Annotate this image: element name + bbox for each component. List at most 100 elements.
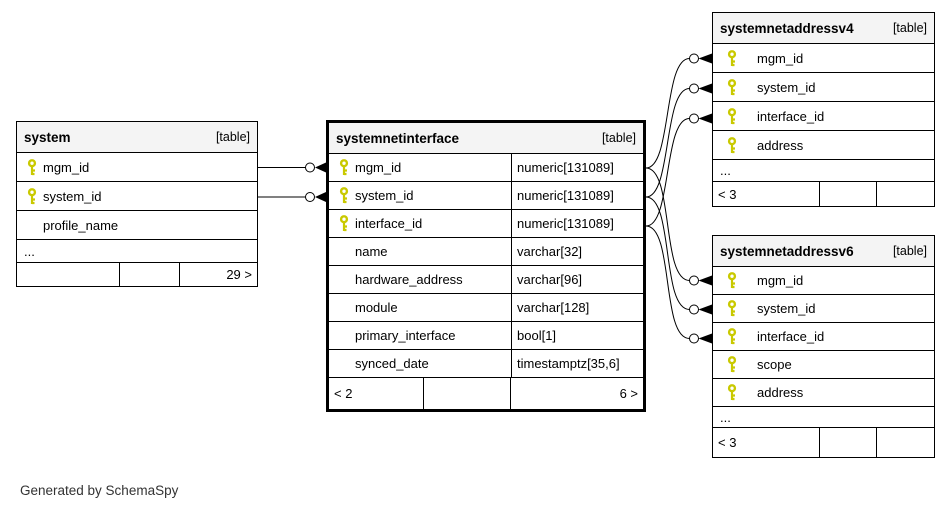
table-systemnetaddressv4: systemnetaddressv4 [table] mgm_id system… [712, 12, 935, 207]
primary-key-icon [26, 187, 38, 205]
table-system-header[interactable]: system [table] [17, 122, 257, 152]
arrowhead [698, 333, 712, 344]
column-type: varchar[128] [511, 294, 643, 321]
cardinality-circle [689, 275, 699, 286]
column-name: address [757, 137, 804, 153]
footer-cell [820, 182, 877, 206]
primary-key-icon [26, 158, 38, 176]
column-row-primary_interface: primary_interface bool[1] [329, 321, 643, 349]
table-title[interactable]: systemnetaddressv6 [720, 243, 854, 259]
table-footer: < 3 [713, 181, 934, 206]
footer-cell [424, 378, 511, 409]
primary-key-icon [726, 136, 738, 154]
column-name: system_id [43, 188, 102, 204]
table-systemnetinterface-header[interactable]: systemnetinterface [table] [329, 123, 643, 153]
primary-key-icon [726, 328, 738, 345]
arrowhead [698, 53, 712, 64]
column-row-scope: scope [713, 350, 934, 378]
column-name: primary_interface [355, 328, 456, 343]
column-name: system_id [757, 301, 816, 316]
fk-curve-v6-mgmid [645, 167, 690, 281]
primary-key-icon [338, 159, 350, 176]
column-name: interface_id [757, 108, 825, 124]
table-tag: [table] [892, 21, 927, 35]
column-row-system_id: system_id [713, 72, 934, 101]
arrowhead [698, 275, 712, 286]
footer-cell [120, 263, 180, 286]
footer-cell [877, 428, 934, 457]
primary-key-icon [726, 49, 738, 67]
cardinality-circle [305, 192, 315, 202]
column-name: mgm_id [43, 159, 90, 175]
table-tag: [table] [601, 131, 636, 145]
cardinality-circle [689, 113, 699, 124]
table-tag: [table] [892, 244, 927, 258]
column-row-mgm_id: mgm_id [713, 266, 934, 294]
column-name: mgm_id [757, 273, 804, 288]
column-row-interface_id: interface_id [713, 322, 934, 350]
related-count[interactable]: < 2 [329, 378, 424, 409]
column-name: system_id [355, 188, 414, 203]
column-name: interface_id [757, 329, 825, 344]
footer-cell [877, 182, 934, 206]
related-count[interactable]: < 3 [713, 428, 820, 457]
table-title[interactable]: system [24, 129, 71, 145]
related-count[interactable]: 6 > [619, 386, 638, 401]
column-name: mgm_id [355, 160, 402, 175]
cardinality-circle [689, 333, 699, 344]
primary-key-icon [726, 107, 738, 125]
cardinality-circle [305, 162, 315, 173]
more-columns-ellipsis: ... [17, 239, 257, 262]
column-name: module [355, 300, 398, 315]
related-count[interactable]: 29 > [226, 267, 252, 282]
related-count[interactable]: < 3 [713, 182, 820, 206]
column-type: varchar[96] [511, 266, 643, 293]
column-row-mgm_id: mgm_id [713, 43, 934, 72]
table-systemnetaddressv4-header[interactable]: systemnetaddressv4 [table] [713, 13, 934, 43]
cardinality-circle [689, 53, 699, 64]
generated-by-note: Generated by SchemaSpy [20, 483, 179, 498]
more-columns-ellipsis: ... [713, 159, 934, 181]
footer-cell [820, 428, 877, 457]
cardinality-circle [689, 304, 699, 315]
column-row-mgm_id: mgm_id numeric[131089] [329, 153, 643, 181]
column-row-system_id: system_id [17, 181, 257, 210]
column-name: scope [757, 357, 792, 372]
table-system: system [table] mgm_id system_id profile_… [16, 121, 258, 287]
arrowhead [315, 162, 326, 173]
footer-cell [17, 263, 120, 286]
column-row-profile_name: profile_name [17, 210, 257, 239]
arrowhead [698, 83, 712, 94]
fk-curve-v6-interfaceid [645, 225, 690, 339]
table-footer: < 2 6 > [329, 377, 643, 409]
fk-curve-v4-systemid [645, 88, 690, 198]
column-name: system_id [757, 79, 816, 95]
column-type: numeric[131089] [511, 210, 643, 237]
column-row-system_id: system_id numeric[131089] [329, 181, 643, 209]
column-row-hardware_address: hardware_address varchar[96] [329, 265, 643, 293]
column-row-address: address [713, 130, 934, 159]
table-systemnetaddressv6-header[interactable]: systemnetaddressv6 [table] [713, 236, 934, 266]
column-name: hardware_address [355, 272, 463, 287]
fk-curve-v6-systemid [645, 196, 690, 310]
column-row-synced_date: synced_date timestamptz[35,6] [329, 349, 643, 377]
table-title[interactable]: systemnetinterface [336, 130, 460, 146]
column-row-mgm_id: mgm_id [17, 152, 257, 181]
column-name: profile_name [43, 217, 119, 233]
table-title[interactable]: systemnetaddressv4 [720, 20, 854, 36]
primary-key-icon [726, 384, 738, 401]
column-type: numeric[131089] [511, 182, 643, 209]
column-row-system_id: system_id [713, 294, 934, 322]
column-name: synced_date [355, 356, 429, 371]
arrowhead [315, 192, 326, 202]
column-name: mgm_id [757, 50, 804, 66]
primary-key-icon [726, 300, 738, 317]
primary-key-icon [726, 78, 738, 96]
primary-key-icon [726, 272, 738, 289]
column-name: address [757, 385, 804, 400]
primary-key-icon [726, 356, 738, 373]
column-type: varchar[32] [511, 238, 643, 265]
column-row-interface_id: interface_id [713, 101, 934, 130]
column-row-address: address [713, 378, 934, 406]
column-type: numeric[131089] [511, 154, 643, 181]
